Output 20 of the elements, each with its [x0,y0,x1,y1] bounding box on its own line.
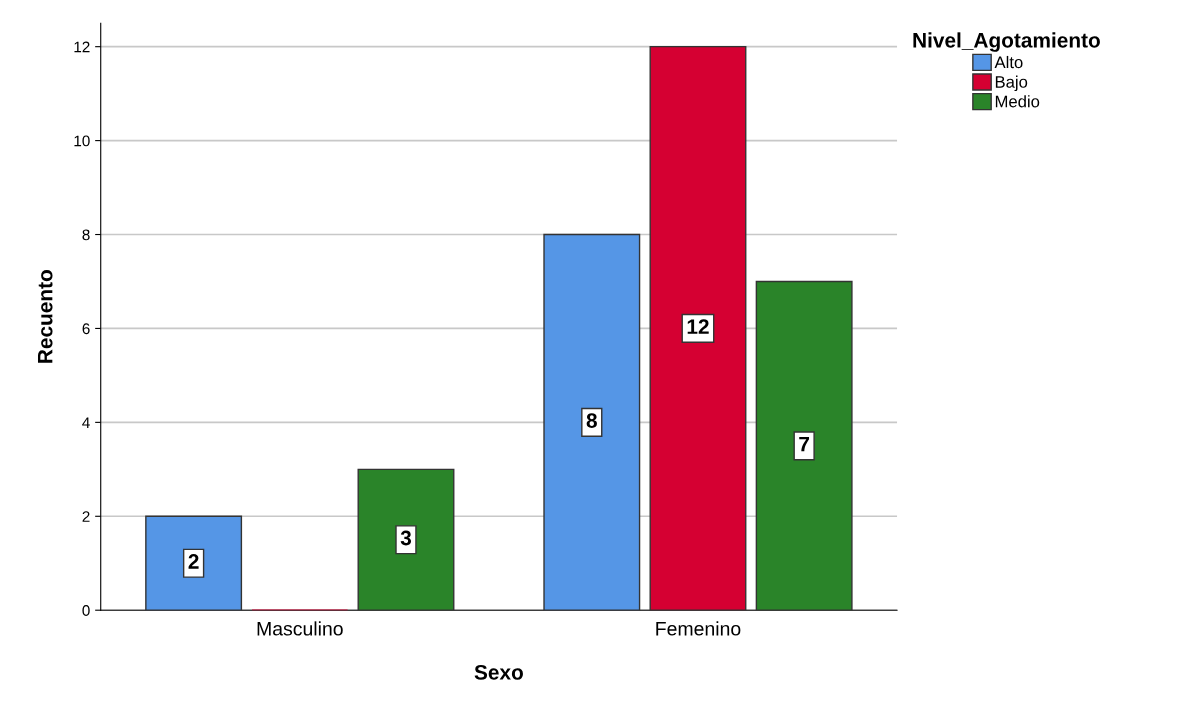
y-tick-label: 4 [82,417,90,428]
y-axis-title: Recuento [37,270,53,363]
x-tick-label: Femenino [656,621,741,636]
data-label: 12 [687,319,709,334]
y-tick-label: 0 [82,605,90,616]
data-label: 8 [586,413,597,428]
y-tick-label: 10 [74,135,90,147]
x-tick-label: Masculino [257,621,343,636]
legend-label: Alto [994,55,1023,69]
y-tick-label: 2 [82,511,90,522]
legend-title: Nivel_Agotamiento [913,32,1100,52]
data-label: 7 [799,436,810,452]
legend-label: Bajo [995,75,1028,92]
legend-label: Medio [995,95,1040,108]
data-label: 3 [400,530,412,546]
y-tick-label: 8 [82,229,90,241]
y-tick-label: 12 [74,41,90,53]
x-axis-title: Sexo [474,664,523,680]
data-label: 2 [188,554,199,569]
y-tick-label: 6 [82,323,90,335]
